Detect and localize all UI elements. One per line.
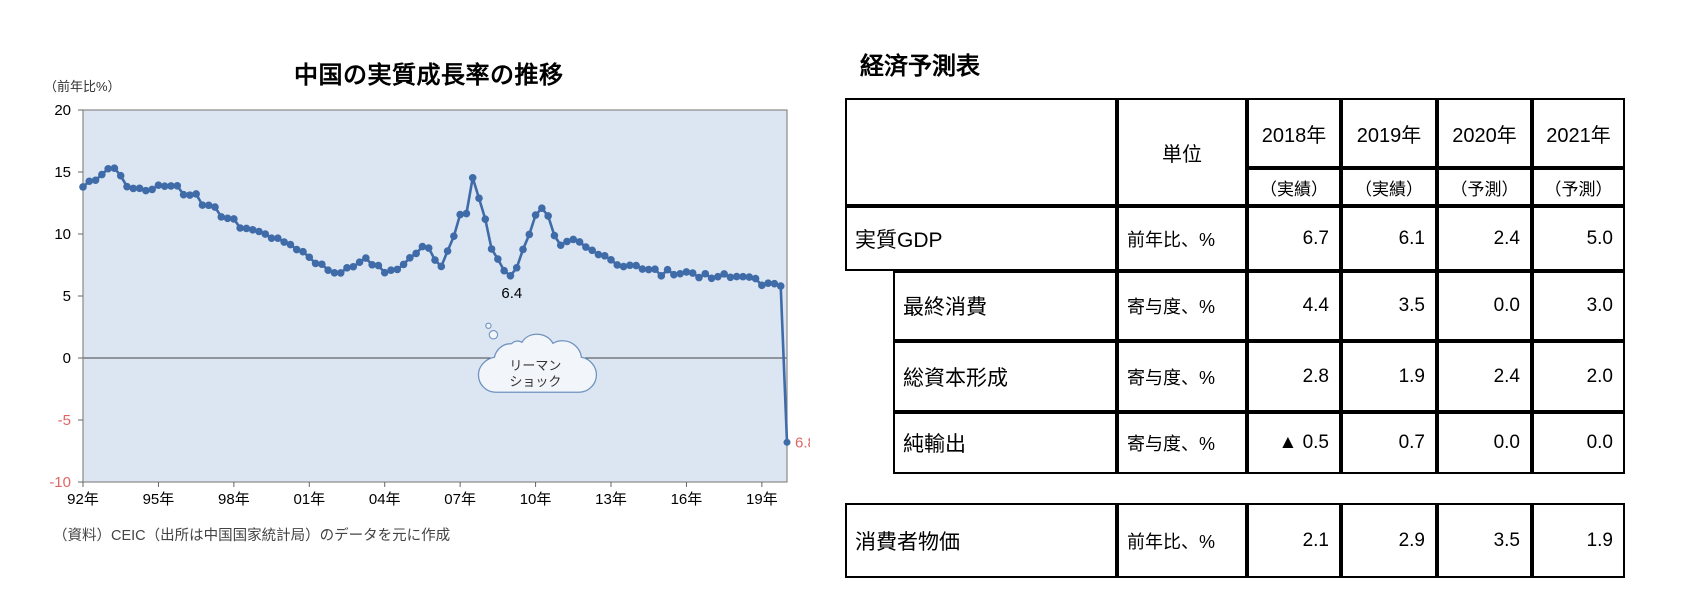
svg-text:-10: -10 bbox=[49, 474, 71, 491]
svg-text:5: 5 bbox=[63, 288, 71, 305]
svg-text:15: 15 bbox=[54, 164, 71, 181]
svg-text:10: 10 bbox=[54, 226, 71, 243]
svg-text:07年: 07年 bbox=[444, 491, 476, 508]
svg-text:6.8: 6.8 bbox=[795, 434, 810, 451]
svg-text:04年: 04年 bbox=[369, 491, 401, 508]
svg-text:リーマン: リーマン bbox=[509, 358, 561, 373]
svg-text:10年: 10年 bbox=[520, 491, 552, 508]
svg-text:ショック: ショック bbox=[509, 374, 561, 389]
svg-text:0: 0 bbox=[63, 350, 71, 367]
svg-text:95年: 95年 bbox=[143, 491, 175, 508]
svg-text:16年: 16年 bbox=[671, 491, 703, 508]
svg-text:20: 20 bbox=[54, 102, 71, 119]
svg-text:01年: 01年 bbox=[293, 491, 325, 508]
svg-text:92年: 92年 bbox=[67, 491, 99, 508]
svg-text:19年: 19年 bbox=[746, 491, 778, 508]
svg-text:6.4: 6.4 bbox=[501, 285, 522, 302]
svg-text:13年: 13年 bbox=[595, 491, 627, 508]
svg-text:98年: 98年 bbox=[218, 491, 250, 508]
svg-text:-5: -5 bbox=[58, 412, 71, 429]
